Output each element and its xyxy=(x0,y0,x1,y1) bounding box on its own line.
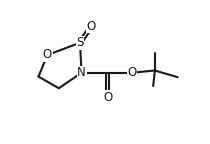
Text: O: O xyxy=(127,66,137,79)
Text: O: O xyxy=(103,91,112,104)
Text: N: N xyxy=(77,66,86,79)
Text: O: O xyxy=(87,20,96,33)
Text: S: S xyxy=(76,36,84,49)
Text: O: O xyxy=(43,49,52,61)
